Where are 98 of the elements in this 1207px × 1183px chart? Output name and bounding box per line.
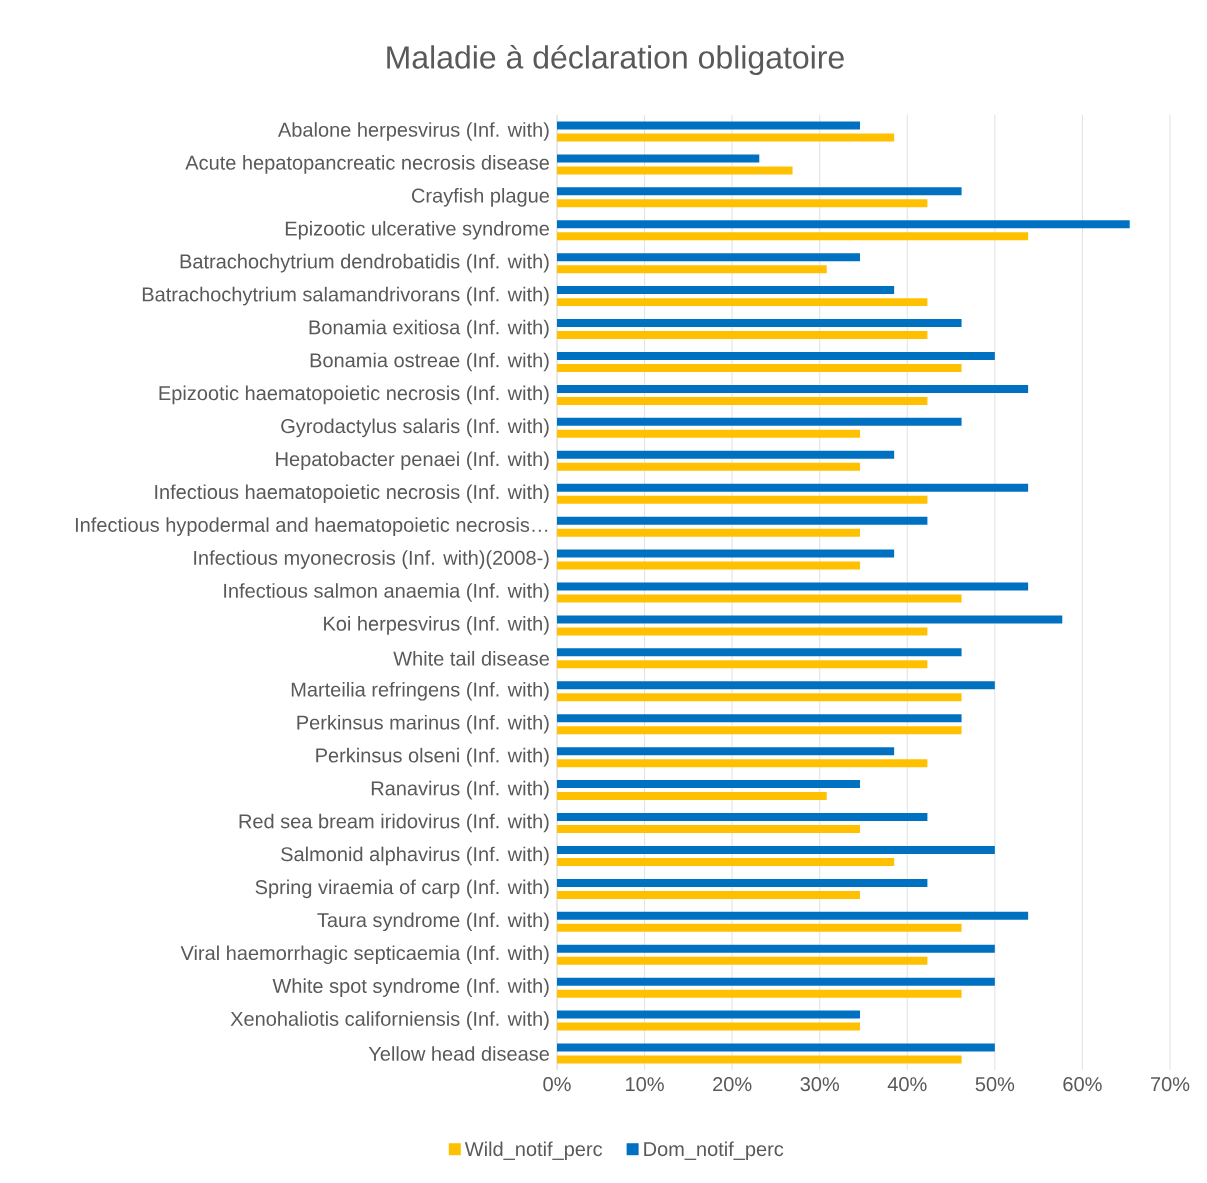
- y-tick-label: Bonamia exitiosa (Inf. with): [309, 319, 549, 339]
- x-tick-label: 30%: [800, 1077, 840, 1092]
- bar: [557, 351, 995, 360]
- bar: [557, 582, 1029, 591]
- y-tick-label: Batrachochytrium dendrobatidis (Inf. with): [180, 253, 549, 273]
- y-tick-label: Acute hepatopancreatic necrosis disease: [185, 155, 549, 174]
- y-tick-label: Viral haemorrhagic septicaemia (Inf. with): [180, 945, 549, 965]
- bar: [557, 627, 928, 636]
- bar: [557, 133, 895, 142]
- bar: [557, 792, 827, 801]
- bar: [557, 121, 860, 130]
- bar: [557, 549, 895, 558]
- bar: [557, 561, 860, 570]
- bar: [557, 726, 962, 735]
- bar: [557, 396, 928, 405]
- x-tick-label: 70%: [1151, 1077, 1190, 1092]
- y-tick-label: Xenohaliotis californiensis (Inf. with): [230, 1011, 549, 1030]
- bar: [557, 516, 928, 525]
- bar: [557, 232, 1029, 241]
- bar: [557, 1055, 962, 1064]
- bar: [557, 319, 962, 328]
- y-tick-label: Ranavirus (Inf. with): [371, 780, 549, 800]
- y-tick-label: Infectious hypodermal and haematopoietic necrosis…: [75, 517, 548, 536]
- bar: [557, 483, 1029, 492]
- bar: [557, 363, 962, 372]
- bar: [557, 825, 860, 834]
- bar: [557, 857, 895, 866]
- y-tick-label: Perkinsus marinus (Inf. with): [297, 714, 549, 734]
- bar: [557, 286, 895, 295]
- bar: [557, 693, 962, 702]
- bar: [557, 714, 962, 723]
- bar: [557, 648, 962, 657]
- bar: [557, 220, 1130, 229]
- bar: [557, 813, 928, 822]
- bar: [557, 977, 995, 986]
- x-tick-label: 60%: [1063, 1077, 1102, 1092]
- chart-title: Maladie à déclaration obligatoire: [387, 44, 844, 76]
- bar: [557, 298, 928, 307]
- bar: [557, 1010, 860, 1019]
- legend-label: Wild_notif_perc: [464, 1141, 603, 1161]
- y-tick-label: Taura syndrome (Inf. with): [317, 912, 549, 932]
- y-tick-label: Hepatobacter penaei (Inf. with): [276, 451, 549, 471]
- y-tick-label: White spot syndrome (Inf. with): [272, 978, 549, 997]
- y-tick-label: Bonamia ostreae (Inf. with): [310, 352, 549, 372]
- legend-label: Dom_notif_perc: [644, 1141, 784, 1161]
- y-tick-label: Crayfish plague: [411, 188, 549, 207]
- bar: [557, 417, 962, 426]
- bar: [557, 660, 928, 669]
- bar: [557, 331, 928, 340]
- x-tick-label: 40%: [887, 1077, 927, 1092]
- bar: [557, 450, 895, 459]
- x-tick-label: 0%: [543, 1077, 571, 1092]
- bar: [557, 759, 928, 768]
- bar: [557, 845, 995, 854]
- x-tick-label: 20%: [713, 1077, 752, 1092]
- bar: [557, 615, 1063, 624]
- y-tick-label: Gyrodactylus salaris (Inf. with): [281, 418, 549, 438]
- y-tick-label: Abalone herpesvirus (Inf. with): [277, 122, 549, 141]
- bar: [557, 1022, 860, 1031]
- y-tick-label: Marteilia refringens (Inf. with): [291, 681, 549, 701]
- y-tick-label: Spring viraemia of carp (Inf. with): [255, 879, 549, 899]
- bar: [557, 780, 860, 789]
- y-tick-label: Koi herpesvirus (Inf. with): [324, 616, 549, 635]
- x-tick-label: 50%: [975, 1077, 1015, 1092]
- y-tick-label: Yellow head disease: [368, 1046, 549, 1061]
- bar: [557, 187, 962, 196]
- y-tick-label: White tail disease: [393, 651, 549, 666]
- bar: [557, 890, 860, 899]
- bar: [557, 253, 860, 262]
- bar: [557, 166, 793, 175]
- y-tick-label: Perkinsus olseni (Inf. with): [316, 747, 549, 767]
- bar: [557, 944, 995, 953]
- y-tick-label: Infectious salmon anaemia (Inf. with): [224, 583, 549, 602]
- bar: [557, 1043, 995, 1052]
- bar: [557, 154, 760, 163]
- bar: [557, 681, 995, 690]
- bar: [557, 747, 895, 756]
- bar: [557, 878, 928, 887]
- bar: [557, 495, 928, 504]
- bar: [557, 923, 962, 932]
- bar: [557, 528, 860, 537]
- bar: [557, 199, 928, 208]
- bar: [557, 265, 827, 274]
- bar: [557, 594, 962, 603]
- bar: [557, 429, 860, 438]
- bar: [557, 956, 928, 965]
- bar: [557, 911, 1029, 920]
- y-tick-label: Infectious haematopoietic necrosis (Inf. with): [155, 484, 549, 504]
- y-tick-label: Red sea bream iridovirus (Inf. with): [239, 813, 549, 833]
- bar: [557, 384, 1029, 393]
- bar: [557, 462, 860, 471]
- y-tick-label: Epizootic ulcerative syndrome: [285, 220, 549, 240]
- y-tick-label: Salmonid alphavirus (Inf. with): [281, 846, 549, 866]
- y-tick-label: Batrachochytrium salamandrivorans (Inf. with): [142, 286, 549, 306]
- x-tick-label: 10%: [626, 1077, 664, 1092]
- y-tick-label: Infectious myonecrosis (Inf. with)(2008-): [194, 550, 549, 569]
- bar: [557, 989, 962, 998]
- y-tick-label: Epizootic haematopoietic necrosis (Inf. with): [159, 385, 549, 405]
